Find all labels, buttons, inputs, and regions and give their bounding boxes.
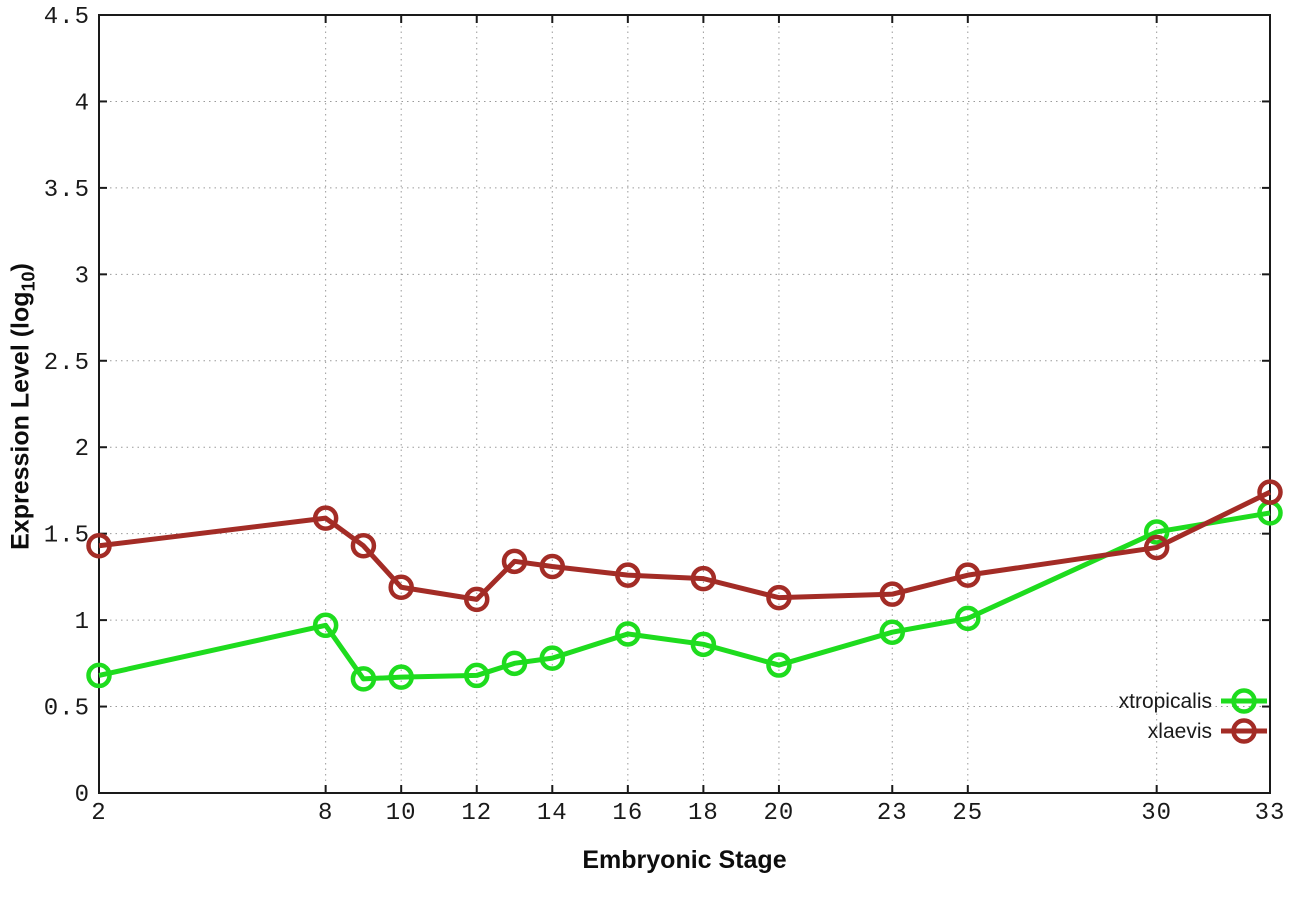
x-tick-label: 16 xyxy=(612,800,643,827)
y-tick-label: 4 xyxy=(75,90,90,117)
y-tick-label: 2 xyxy=(75,436,90,463)
data-point-marker-xlaevis xyxy=(388,574,414,601)
tick-label-layer: 2 8 10 12 14 16 18 20 23 25 30 33 0 0.5 1 1.5 2 2.5 3 3.5 4 4… xyxy=(44,4,1286,827)
plot-border xyxy=(98,14,1271,794)
grid-layer xyxy=(99,15,1270,793)
data-point-marker-xlaevis xyxy=(1257,479,1283,505)
x-axis-title: Embryonic Stage xyxy=(582,846,787,874)
data-point-marker-xtropicalis xyxy=(388,664,414,690)
data-point-marker-xtropicalis xyxy=(86,662,112,689)
x-tick-label: 12 xyxy=(461,800,492,827)
series-layer xyxy=(86,479,1283,692)
data-point-marker-xtropicalis xyxy=(501,650,528,677)
x-tick-label: 2 xyxy=(91,800,106,827)
data-point-marker-xlaevis xyxy=(501,548,528,575)
axis-tick-layer xyxy=(98,14,1271,794)
x-tick-label: 33 xyxy=(1255,800,1286,827)
y-axis-title-end: ) xyxy=(6,263,35,272)
data-point-marker-xtropicalis xyxy=(463,662,490,689)
y-tick-label: 2.5 xyxy=(44,350,90,377)
y-axis-title: Expression Level (log10) xyxy=(7,107,40,707)
y-tick-label: 1.5 xyxy=(44,523,90,550)
x-tick-label: 30 xyxy=(1141,800,1172,827)
data-point-marker-xtropicalis xyxy=(1143,519,1170,545)
data-point-marker-xlaevis xyxy=(690,565,717,592)
data-point-marker-xlaevis xyxy=(312,505,339,531)
data-point-marker-xtropicalis xyxy=(350,666,377,692)
data-point-marker-xlaevis xyxy=(463,586,490,613)
y-tick-label: 3.5 xyxy=(44,177,90,204)
y-tick-label: 0 xyxy=(75,782,90,809)
legend-label-xlaevis: xlaevis xyxy=(1148,720,1212,743)
y-tick-label: 4.5 xyxy=(44,4,90,31)
data-point-marker-xlaevis xyxy=(879,581,906,607)
x-tick-label: 23 xyxy=(877,800,908,827)
y-tick-label: 0.5 xyxy=(44,696,90,723)
data-point-marker-xtropicalis xyxy=(690,631,717,658)
data-point-marker-xlaevis xyxy=(955,562,981,588)
series-line-xlaevis xyxy=(98,489,1272,602)
x-tick-label: 25 xyxy=(952,800,983,827)
legend-label-xtropicalis: xtropicalis xyxy=(1119,690,1212,713)
x-tick-label: 10 xyxy=(386,800,417,827)
x-tick-label: 8 xyxy=(318,800,333,827)
data-point-marker-xtropicalis xyxy=(539,645,566,671)
y-tick-label: 1 xyxy=(75,609,90,636)
y-tick-label: 3 xyxy=(75,263,90,290)
y-axis-title-subscript: 10 xyxy=(18,271,39,292)
legend-sample-marker-xtropicalis xyxy=(1231,688,1257,714)
y-axis-title-main: Expression Level (log xyxy=(6,291,35,550)
data-point-marker-xlaevis xyxy=(615,562,641,588)
data-point-marker-xlaevis xyxy=(766,584,792,611)
x-tick-label: 20 xyxy=(764,800,795,827)
legend: xtropicalis xlaevis xyxy=(1119,688,1267,744)
data-point-marker-xlaevis xyxy=(350,533,377,559)
x-tick-label: 18 xyxy=(688,800,719,827)
legend-sample-markers xyxy=(1221,688,1267,744)
data-point-marker-xtropicalis xyxy=(879,619,906,645)
x-tick-label: 14 xyxy=(537,800,568,827)
data-point-marker-xtropicalis xyxy=(312,612,339,639)
data-point-marker-xtropicalis xyxy=(615,621,641,647)
data-point-marker-xlaevis xyxy=(539,553,566,580)
series-line-xtropicalis xyxy=(98,510,1271,682)
data-point-marker-xtropicalis xyxy=(955,605,981,632)
data-point-marker-xlaevis xyxy=(1143,534,1170,561)
data-point-marker-xtropicalis xyxy=(766,652,792,678)
data-point-marker-xlaevis xyxy=(86,533,112,559)
legend-sample-marker-xlaevis xyxy=(1231,718,1257,744)
